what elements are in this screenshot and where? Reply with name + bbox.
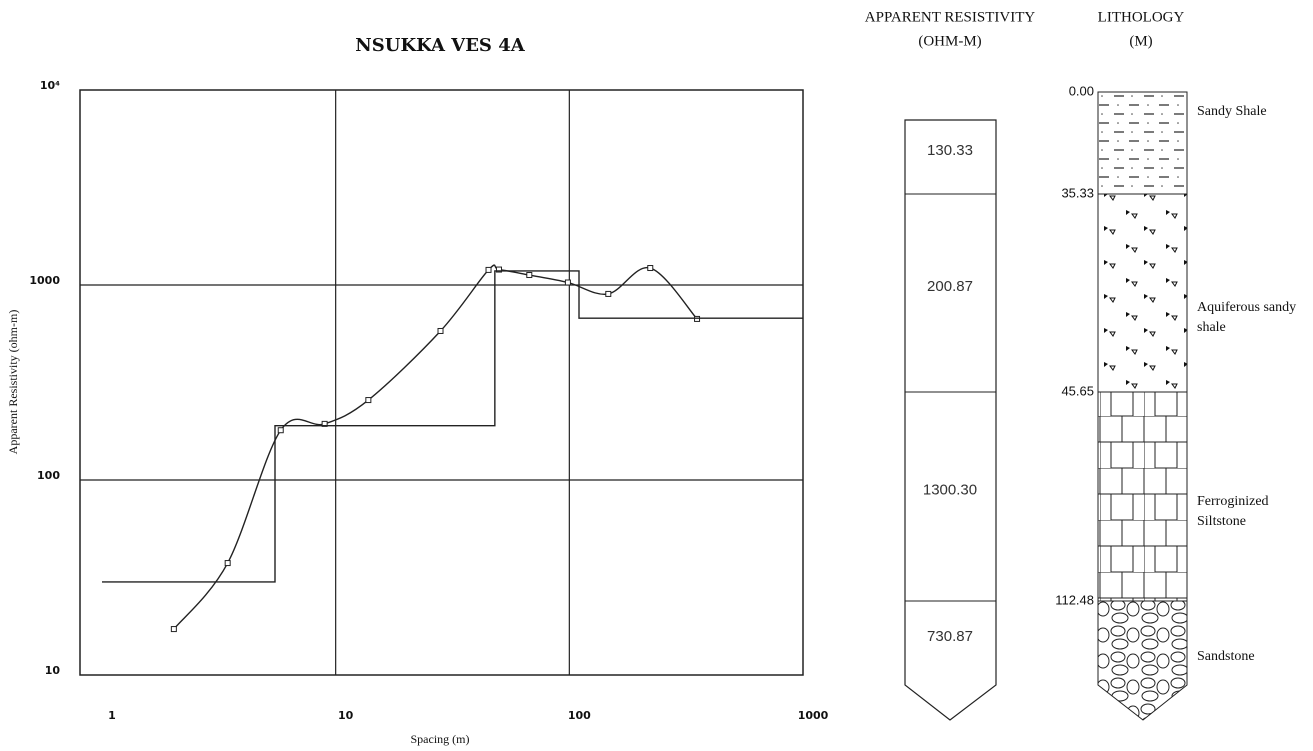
sandstone-layer (1097, 600, 1188, 721)
depth-label: 45.65 (1061, 383, 1094, 398)
series-line (102, 270, 803, 583)
x-tick-label: 1000 (798, 709, 829, 722)
layer-name: Siltstone (1197, 514, 1246, 529)
resistivity-value: 130.33 (927, 142, 973, 159)
data-point (277, 427, 284, 434)
column-header: (M) (1129, 33, 1152, 49)
column-header: (OHM-M) (918, 33, 981, 49)
data-point (605, 290, 612, 297)
x-axis-label: Spacing (m) (411, 732, 470, 746)
data-point (437, 327, 444, 334)
layer-name: Ferroginized (1197, 494, 1269, 509)
shale-layer (1097, 91, 1188, 195)
column-header: APPARENT RESISTIVITY (865, 9, 1036, 25)
resistivity-value: 730.87 (927, 628, 973, 645)
data-point (170, 626, 177, 633)
data-point (224, 560, 231, 567)
layer-name: Sandstone (1197, 649, 1255, 664)
x-tick-label: 100 (568, 709, 591, 722)
data-point (564, 279, 571, 286)
data-point (321, 420, 328, 427)
data-point (485, 266, 492, 273)
layer-name: Sandy Shale (1197, 104, 1267, 119)
layer-name: shale (1197, 320, 1226, 335)
y-tick-label: 100 (37, 469, 60, 482)
layer-name: Aquiferous sandy (1197, 300, 1296, 315)
depth-label: 35.33 (1061, 185, 1094, 200)
depth-label: 0.00 (1069, 83, 1094, 98)
data-point (647, 265, 654, 272)
siltstone-layer (1097, 391, 1188, 602)
resistivity-value: 200.87 (927, 278, 973, 295)
data-point (526, 272, 533, 279)
plot-frame (79, 89, 804, 676)
data-point (365, 397, 372, 404)
y-axis-label: Apparent Resistivity (ohm-m) (6, 310, 20, 455)
column-header: LITHOLOGY (1098, 9, 1185, 25)
data-point (694, 315, 701, 322)
sandy-shale-layer (1097, 193, 1188, 393)
y-tick-label: 10⁴ (40, 79, 60, 92)
series-line (173, 264, 698, 630)
chart-title: NSUKKA VES 4A (355, 35, 525, 56)
data-point (495, 266, 502, 273)
y-tick-label: 10 (45, 664, 61, 677)
depth-label: 112.48 (1055, 592, 1094, 607)
resistivity-value: 1300.30 (923, 481, 977, 498)
x-tick-label: 1 (108, 709, 116, 722)
x-tick-label: 10 (338, 709, 354, 722)
y-tick-label: 1000 (29, 274, 60, 287)
